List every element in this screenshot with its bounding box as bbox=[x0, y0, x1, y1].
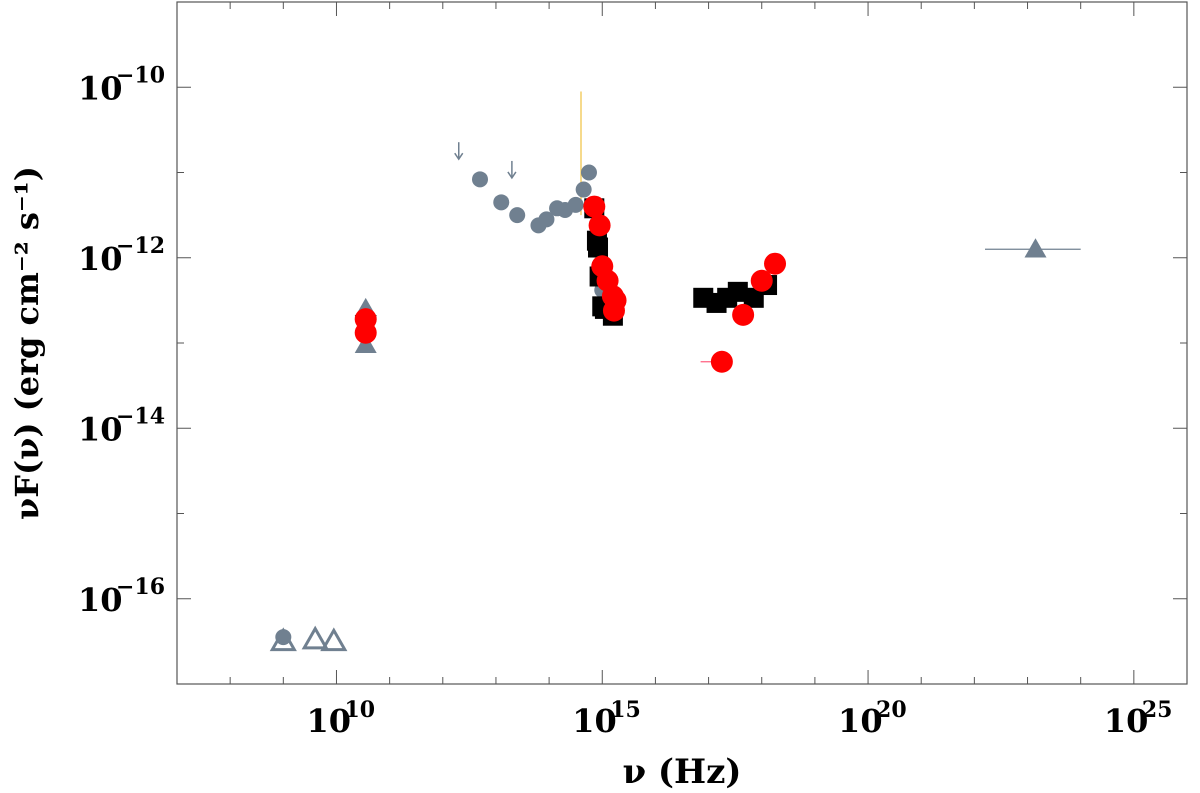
data-point bbox=[538, 211, 555, 228]
data-point bbox=[320, 627, 348, 652]
y-tick-label: 10 bbox=[78, 581, 123, 619]
y-axis-label: νF(ν) (erg cm⁻² s⁻¹) bbox=[8, 166, 46, 520]
data-point bbox=[275, 629, 292, 646]
data-point bbox=[750, 269, 773, 292]
data-point bbox=[472, 171, 488, 188]
data-point bbox=[493, 194, 510, 211]
data-point bbox=[602, 299, 625, 322]
data-point bbox=[567, 196, 584, 213]
upper-limit-arrow-head bbox=[454, 152, 464, 161]
data-point bbox=[727, 281, 748, 302]
y-tick-label: 10 bbox=[78, 410, 123, 448]
data-point bbox=[301, 625, 329, 650]
y-tick-label-exponent: −14 bbox=[116, 403, 165, 429]
data-point bbox=[588, 237, 609, 258]
data-point bbox=[354, 321, 377, 344]
data-point bbox=[1024, 238, 1047, 258]
data-point bbox=[764, 252, 787, 275]
x-tick-label: 10 bbox=[1104, 702, 1149, 740]
data-point bbox=[269, 627, 297, 652]
plot-frame bbox=[176, 1, 1188, 685]
y-tick-label: 10 bbox=[78, 240, 123, 278]
x-tick-label: 10 bbox=[838, 702, 883, 740]
y-tick-label-exponent: −12 bbox=[116, 233, 165, 259]
y-tick-label: 10 bbox=[78, 69, 123, 107]
data-point bbox=[588, 214, 611, 237]
x-tick-label: 10 bbox=[306, 702, 351, 740]
data-point bbox=[583, 195, 606, 218]
upper-limit-arrow bbox=[507, 160, 517, 180]
x-tick-label-exponent: 10 bbox=[344, 697, 375, 723]
data-point bbox=[732, 303, 755, 326]
y-tick-label-exponent: −10 bbox=[116, 62, 165, 88]
error-bars bbox=[580, 91, 1081, 363]
x-axis-label: ν (Hz) bbox=[622, 752, 741, 792]
x-tick-label-exponent: 25 bbox=[1142, 697, 1173, 723]
x-tick-label-exponent: 15 bbox=[610, 697, 641, 723]
y-tick-label-exponent: −16 bbox=[116, 574, 165, 600]
data-markers bbox=[269, 142, 1047, 652]
data-point bbox=[575, 181, 592, 198]
data-point bbox=[580, 164, 597, 181]
axis-ticks bbox=[176, 1, 1188, 685]
upper-limit-arrow-head bbox=[507, 171, 517, 180]
x-tick-label-exponent: 20 bbox=[876, 697, 907, 723]
x-tick-label: 10 bbox=[572, 702, 617, 740]
data-point bbox=[509, 207, 526, 224]
data-point bbox=[710, 350, 733, 373]
upper-limit-arrow bbox=[454, 142, 464, 161]
